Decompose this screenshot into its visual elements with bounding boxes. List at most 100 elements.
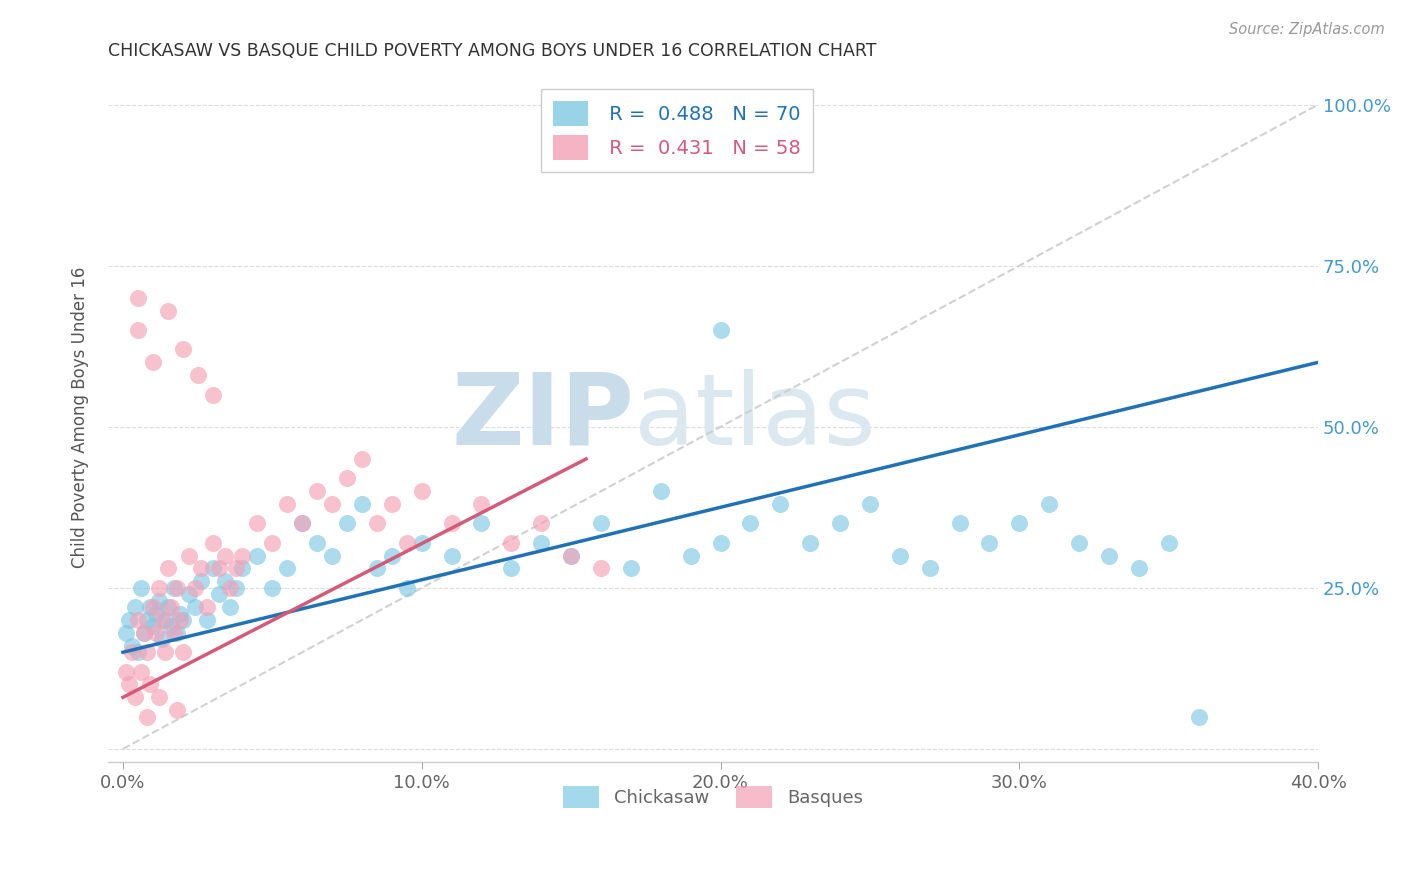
Point bbox=[129, 581, 152, 595]
Point bbox=[1128, 561, 1150, 575]
Point bbox=[135, 613, 157, 627]
Point bbox=[142, 355, 165, 369]
Y-axis label: Child Poverty Among Boys Under 16: Child Poverty Among Boys Under 16 bbox=[72, 267, 89, 568]
Point bbox=[153, 613, 176, 627]
Point bbox=[163, 626, 186, 640]
Point bbox=[201, 535, 224, 549]
Point bbox=[231, 549, 253, 563]
Point bbox=[225, 581, 247, 595]
Point bbox=[530, 516, 553, 531]
Legend: Chickasaw, Basques: Chickasaw, Basques bbox=[557, 779, 870, 814]
Point bbox=[183, 600, 205, 615]
Point bbox=[115, 665, 138, 679]
Point bbox=[501, 535, 523, 549]
Point bbox=[115, 626, 138, 640]
Point bbox=[207, 587, 229, 601]
Point bbox=[159, 600, 181, 615]
Point bbox=[381, 549, 404, 563]
Point bbox=[219, 600, 242, 615]
Point bbox=[620, 561, 643, 575]
Point bbox=[145, 607, 167, 621]
Point bbox=[127, 645, 149, 659]
Point bbox=[411, 535, 433, 549]
Point bbox=[150, 632, 173, 647]
Point bbox=[150, 613, 173, 627]
Point bbox=[395, 535, 418, 549]
Point bbox=[214, 549, 236, 563]
Point bbox=[166, 626, 188, 640]
Point bbox=[307, 535, 329, 549]
Point bbox=[121, 639, 143, 653]
Point bbox=[769, 497, 792, 511]
Text: Source: ZipAtlas.com: Source: ZipAtlas.com bbox=[1229, 22, 1385, 37]
Point bbox=[135, 709, 157, 723]
Point bbox=[470, 497, 492, 511]
Point bbox=[859, 497, 882, 511]
Point bbox=[828, 516, 851, 531]
Point bbox=[127, 613, 149, 627]
Point bbox=[709, 323, 731, 337]
Point bbox=[1067, 535, 1090, 549]
Point bbox=[159, 619, 181, 633]
Point bbox=[172, 613, 194, 627]
Point bbox=[231, 561, 253, 575]
Point bbox=[207, 561, 229, 575]
Point bbox=[190, 561, 212, 575]
Point bbox=[1188, 709, 1211, 723]
Point bbox=[262, 581, 284, 595]
Point bbox=[650, 97, 672, 112]
Point bbox=[679, 549, 702, 563]
Point bbox=[470, 516, 492, 531]
Point bbox=[187, 368, 209, 383]
Point bbox=[142, 619, 165, 633]
Point bbox=[195, 613, 218, 627]
Point bbox=[321, 549, 343, 563]
Point bbox=[129, 665, 152, 679]
Point bbox=[166, 703, 188, 717]
Point bbox=[148, 690, 170, 705]
Point bbox=[246, 516, 269, 531]
Point bbox=[132, 626, 155, 640]
Point bbox=[650, 484, 672, 499]
Point bbox=[246, 549, 269, 563]
Point bbox=[336, 516, 359, 531]
Point bbox=[169, 613, 191, 627]
Point bbox=[1157, 535, 1180, 549]
Point bbox=[166, 581, 188, 595]
Text: atlas: atlas bbox=[634, 368, 876, 466]
Point bbox=[127, 291, 149, 305]
Point bbox=[276, 561, 298, 575]
Point bbox=[139, 600, 162, 615]
Point bbox=[148, 593, 170, 607]
Point bbox=[560, 549, 582, 563]
Point bbox=[709, 535, 731, 549]
Point bbox=[740, 516, 762, 531]
Point bbox=[589, 516, 612, 531]
Point bbox=[440, 549, 463, 563]
Text: CHICKASAW VS BASQUE CHILD POVERTY AMONG BOYS UNDER 16 CORRELATION CHART: CHICKASAW VS BASQUE CHILD POVERTY AMONG … bbox=[108, 42, 876, 60]
Point bbox=[291, 516, 314, 531]
Point bbox=[172, 645, 194, 659]
Point bbox=[156, 561, 179, 575]
Point bbox=[307, 484, 329, 499]
Point bbox=[948, 516, 970, 531]
Point bbox=[979, 535, 1001, 549]
Point bbox=[132, 626, 155, 640]
Point bbox=[214, 574, 236, 589]
Point bbox=[589, 561, 612, 575]
Point bbox=[177, 587, 200, 601]
Point bbox=[918, 561, 941, 575]
Point bbox=[201, 387, 224, 401]
Point bbox=[195, 600, 218, 615]
Point bbox=[148, 581, 170, 595]
Point bbox=[142, 600, 165, 615]
Point bbox=[121, 645, 143, 659]
Point bbox=[1038, 497, 1060, 511]
Point bbox=[118, 613, 141, 627]
Point bbox=[1098, 549, 1121, 563]
Point bbox=[276, 497, 298, 511]
Point bbox=[118, 677, 141, 691]
Point bbox=[219, 581, 242, 595]
Point bbox=[124, 690, 146, 705]
Point bbox=[190, 574, 212, 589]
